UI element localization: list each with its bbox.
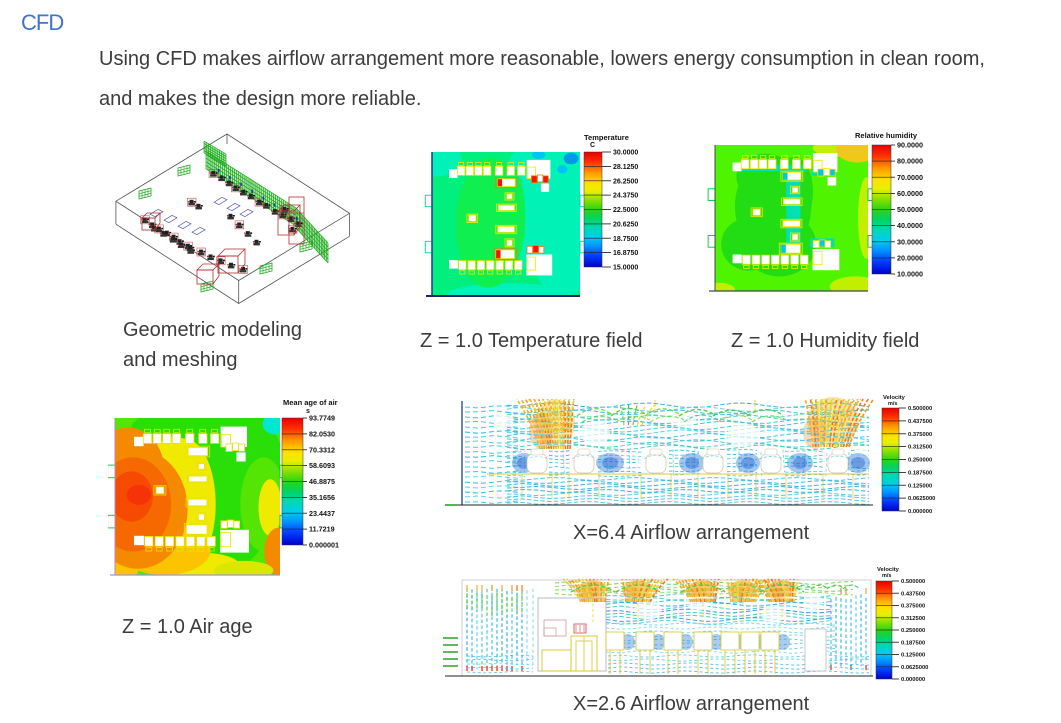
svg-text:22.5000: 22.5000	[613, 207, 638, 214]
svg-text:m/s: m/s	[888, 401, 897, 407]
svg-text:15.0000: 15.0000	[613, 265, 638, 272]
svg-text:0.000001: 0.000001	[309, 541, 339, 550]
svg-text:0.187500: 0.187500	[901, 640, 925, 646]
svg-text:20.6250: 20.6250	[613, 221, 638, 228]
svg-text:20.0000: 20.0000	[897, 254, 923, 263]
svg-text:0.0625000: 0.0625000	[901, 665, 928, 671]
svg-text:10.0000: 10.0000	[897, 270, 923, 279]
svg-text:60.0000: 60.0000	[897, 189, 923, 198]
svg-text:40.0000: 40.0000	[897, 221, 923, 230]
svg-text:Velocity: Velocity	[883, 395, 906, 401]
svg-text:0.500000: 0.500000	[901, 579, 925, 585]
svg-text:0.250000: 0.250000	[908, 458, 932, 464]
svg-text:0.000000: 0.000000	[908, 509, 932, 515]
svg-text:70.3312: 70.3312	[309, 445, 335, 454]
svg-text:0.375000: 0.375000	[901, 604, 925, 610]
svg-text:0.125000: 0.125000	[908, 483, 932, 489]
svg-text:0.437500: 0.437500	[908, 419, 932, 425]
svg-text:24.3750: 24.3750	[613, 193, 638, 200]
svg-text:s: s	[306, 408, 310, 415]
svg-text:0.187500: 0.187500	[908, 471, 932, 477]
svg-text:Velocity: Velocity	[877, 567, 900, 573]
svg-text:70.0000: 70.0000	[897, 173, 923, 182]
svg-text:93.7749: 93.7749	[309, 414, 335, 423]
svg-text:26.2500: 26.2500	[613, 178, 638, 185]
svg-text:30.0000: 30.0000	[613, 150, 638, 157]
svg-text:m/s: m/s	[882, 573, 891, 579]
svg-text:23.4437: 23.4437	[309, 509, 335, 518]
svg-text:28.1250: 28.1250	[613, 164, 638, 171]
svg-text:0.0625000: 0.0625000	[908, 496, 935, 502]
svg-text:C: C	[590, 142, 595, 149]
svg-text:Temperature: Temperature	[584, 133, 629, 142]
svg-text:0.125000: 0.125000	[901, 653, 925, 659]
svg-text:16.8750: 16.8750	[613, 250, 638, 257]
svg-text:0.437500: 0.437500	[901, 591, 925, 597]
svg-text:0.312500: 0.312500	[901, 616, 925, 622]
svg-text:0.500000: 0.500000	[908, 406, 932, 412]
svg-text:Mean age of air: Mean age of air	[283, 398, 338, 407]
svg-text:30.0000: 30.0000	[897, 237, 923, 246]
svg-text:0.312500: 0.312500	[908, 445, 932, 451]
svg-text:35.1656: 35.1656	[309, 493, 335, 502]
svg-text:46.8875: 46.8875	[309, 477, 335, 486]
svg-text:0.250000: 0.250000	[901, 628, 925, 634]
svg-text:82.0530: 82.0530	[309, 430, 335, 439]
svg-text:80.0000: 80.0000	[897, 157, 923, 166]
svg-text:90.0000: 90.0000	[897, 141, 923, 150]
svg-text:0.000000: 0.000000	[901, 677, 925, 683]
svg-text:0.375000: 0.375000	[908, 432, 932, 438]
svg-text:Relative humidity: Relative humidity	[855, 131, 918, 140]
svg-text:18.7500: 18.7500	[613, 236, 638, 243]
svg-text:50.0000: 50.0000	[897, 205, 923, 214]
svg-text:58.6093: 58.6093	[309, 461, 335, 470]
svg-text:11.7219: 11.7219	[309, 525, 335, 534]
